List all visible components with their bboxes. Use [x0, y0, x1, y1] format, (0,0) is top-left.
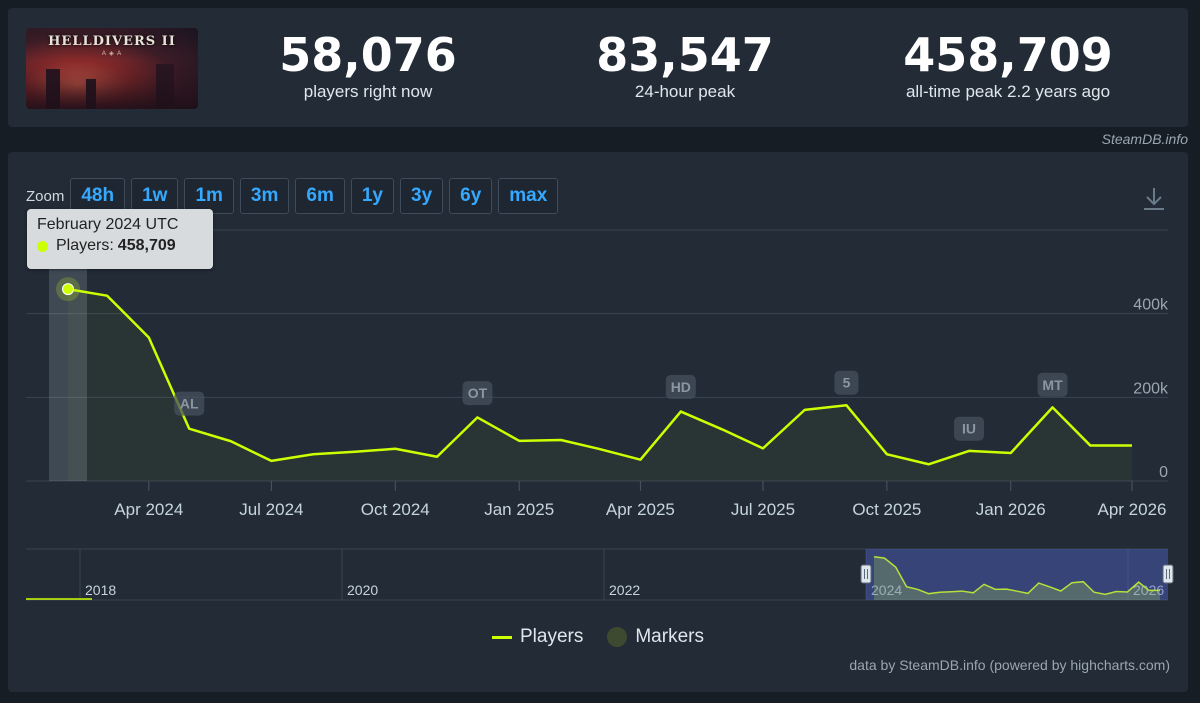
- y-tick-label: 0: [1159, 464, 1168, 481]
- stat-current-label: players right now: [303, 82, 433, 101]
- navigator-label: 2022: [609, 582, 640, 598]
- tooltip-series-name: Players:: [56, 237, 114, 254]
- zoom-controls: Zoom 48h 1w 1m 3m 6m 1y 3y 6y max: [26, 178, 564, 214]
- hover-point: [62, 283, 74, 296]
- x-tick-label: Apr 2024: [114, 500, 183, 519]
- stat-current: 58,076 players right now: [253, 30, 483, 102]
- x-tick-label: Jan 2025: [484, 500, 554, 519]
- navigator-label: 2020: [347, 582, 378, 598]
- legend-item-players[interactable]: Players: [492, 626, 583, 648]
- marker-label: HD: [671, 379, 691, 395]
- y-tick-label: 400k: [1133, 297, 1169, 314]
- navigator-area: [874, 556, 1160, 600]
- marker-flag: [665, 374, 696, 399]
- zoom-6m-button[interactable]: 6m: [295, 178, 345, 214]
- navigator-handle-icon[interactable]: [860, 564, 872, 584]
- marker-label: OT: [468, 385, 488, 401]
- navigator-label: 2018: [85, 582, 116, 598]
- zoom-1y-button[interactable]: 1y: [350, 178, 394, 214]
- legend-players-label: Players: [520, 626, 584, 647]
- hover-band: [49, 230, 87, 481]
- marker-swatch-icon: [607, 627, 628, 647]
- zoom-6y-button[interactable]: 6y: [449, 178, 493, 214]
- zoom-label: Zoom: [26, 187, 65, 205]
- marker-label: AL: [180, 396, 199, 412]
- game-logo-subtitle: A ◈ A: [101, 51, 123, 57]
- zoom-1m-button[interactable]: 1m: [184, 178, 234, 214]
- game-logo-title: HELLDIVERS II: [48, 34, 176, 49]
- navigator-line: [873, 555, 1160, 596]
- x-tick-label: Jul 2024: [239, 500, 303, 519]
- zoom-3m-button[interactable]: 3m: [239, 178, 290, 214]
- stat-24h-peak-label: 24-hour peak: [634, 82, 736, 101]
- stat-all-time-peak-value: 458,709: [903, 28, 1113, 82]
- zoom-1w-button[interactable]: 1w: [131, 178, 179, 214]
- players-line: [67, 287, 1132, 466]
- chart-credit[interactable]: data by SteamDB.info (powered by highcha…: [849, 657, 1170, 673]
- stat-current-value: 58,076: [279, 28, 457, 82]
- chart-panel: 0 200k 400k Apr 2024 Jul 2024 Oct 2024 Jan 202…: [8, 152, 1188, 692]
- x-tick-label: Oct 2024: [361, 500, 430, 519]
- legend-markers-label: Markers: [635, 626, 704, 647]
- x-tick-label: Apr 2025: [606, 500, 675, 519]
- stat-24h-peak-value: 83,547: [596, 28, 774, 82]
- tooltip-series-dot-icon: [37, 240, 48, 252]
- zoom-3y-button[interactable]: 3y: [400, 178, 444, 214]
- thumb-decor: [26, 60, 198, 109]
- marker-flag: [834, 370, 859, 395]
- marker-label: MT: [1042, 377, 1063, 393]
- zoom-48h-button[interactable]: 48h: [70, 178, 126, 214]
- marker-label: IU: [962, 421, 976, 437]
- tooltip-value: 458,709: [117, 237, 176, 254]
- navigator-handle-icon[interactable]: [1162, 564, 1174, 584]
- steamdb-credit-link[interactable]: SteamDB.info: [1101, 131, 1188, 147]
- game-thumbnail[interactable]: HELLDIVERS II A ◈ A: [26, 28, 198, 109]
- y-tick-label: 200k: [1133, 380, 1169, 397]
- player-count-chart[interactable]: 0 200k 400k Apr 2024 Jul 2024 Oct 2024 Jan 202…: [8, 152, 1188, 692]
- x-tick-label: Jul 2025: [731, 500, 795, 519]
- line-swatch-icon: [492, 635, 512, 639]
- download-icon[interactable]: [1142, 186, 1166, 212]
- x-tick-label: Jan 2026: [976, 500, 1046, 519]
- marker-flag: [174, 391, 205, 416]
- players-area: [68, 289, 1132, 481]
- stat-all-time-peak-label: all-time peak 2.2 years ago: [905, 82, 1111, 101]
- chart-legend: Players Markers: [8, 622, 1188, 652]
- marker-flag: [1037, 372, 1068, 397]
- stats-panel: HELLDIVERS II A ◈ A 58,076 players right…: [8, 8, 1188, 127]
- stat-all-time-peak: 458,709 all-time peak 2.2 years ago: [868, 30, 1148, 102]
- x-tick-label: Oct 2025: [852, 500, 921, 519]
- navigator-label: 2024: [871, 582, 902, 598]
- marker-flag: [462, 381, 493, 406]
- tooltip-title: February 2024 UTC: [37, 216, 179, 233]
- data-tooltip: February 2024 UTC Players: 458,709: [27, 209, 213, 269]
- stat-24h-peak: 83,547 24-hour peak: [570, 30, 800, 102]
- zoom-max-button[interactable]: max: [498, 178, 559, 214]
- legend-item-markers[interactable]: Markers: [607, 626, 704, 648]
- x-tick-label: Apr 2026: [1098, 500, 1167, 519]
- marker-label: 5: [843, 375, 851, 391]
- tooltip-line: Players: 458,709: [37, 235, 203, 257]
- marker-flag: [954, 416, 985, 441]
